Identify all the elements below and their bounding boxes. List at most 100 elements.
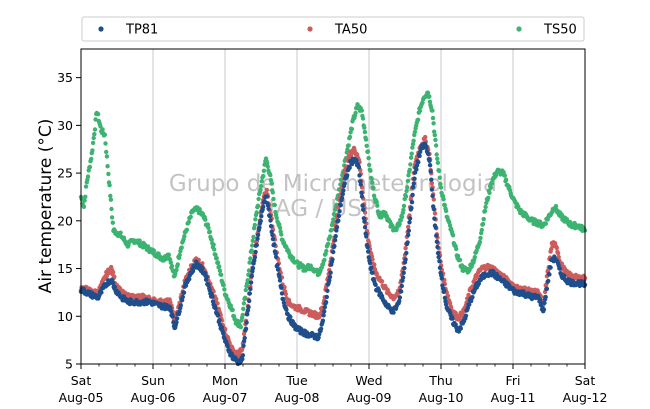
data-point	[332, 243, 337, 249]
data-point	[95, 111, 101, 117]
data-point	[411, 185, 416, 190]
data-point	[252, 222, 257, 228]
y-axis-label: Air temperature (°C)	[36, 119, 56, 294]
data-point	[250, 243, 255, 248]
data-point	[102, 132, 108, 137]
data-point	[375, 203, 380, 208]
data-point	[432, 132, 437, 138]
data-point	[481, 216, 486, 222]
data-point	[241, 301, 247, 306]
data-point	[203, 217, 208, 222]
data-point	[249, 248, 254, 253]
data-point	[349, 126, 355, 132]
data-point	[261, 173, 266, 179]
data-point	[255, 232, 261, 238]
data-point	[103, 141, 108, 146]
data-point	[330, 257, 335, 262]
data-point	[359, 190, 364, 195]
data-point	[245, 312, 250, 317]
data-point	[373, 282, 378, 287]
data-point	[83, 194, 88, 199]
data-point	[90, 148, 95, 153]
data-point	[434, 233, 439, 238]
data-point	[372, 262, 377, 267]
data-point	[411, 138, 416, 143]
data-point	[272, 242, 277, 247]
data-point	[554, 245, 559, 251]
data-point	[331, 249, 336, 255]
data-point	[567, 219, 573, 225]
data-point	[107, 183, 112, 188]
data-point	[219, 325, 225, 330]
data-point	[364, 143, 369, 148]
legend-label-ts50: TS50	[543, 23, 577, 38]
data-point	[100, 127, 105, 132]
x-axis: Sat Aug-05 Sun Aug-06 Mon Aug-07 Tue Aug-08 Wed A…	[59, 364, 608, 405]
data-point	[110, 270, 116, 275]
data-point	[483, 204, 488, 210]
data-point	[253, 249, 258, 255]
data-point	[256, 196, 261, 202]
data-point	[252, 255, 258, 260]
data-point	[405, 185, 410, 190]
data-point	[274, 254, 279, 260]
data-point	[209, 237, 214, 242]
data-point	[435, 156, 440, 161]
data-point	[112, 284, 118, 290]
data-point	[273, 251, 278, 256]
data-point	[83, 184, 89, 189]
data-point	[170, 314, 175, 319]
data-point	[363, 137, 369, 142]
data-point	[250, 238, 255, 243]
data-point	[328, 270, 333, 275]
data-point	[254, 210, 259, 215]
data-point	[412, 129, 418, 135]
data-point	[438, 181, 443, 187]
data-point	[261, 204, 266, 209]
data-point	[283, 291, 288, 297]
data-point	[366, 155, 371, 161]
data-point	[221, 331, 226, 336]
data-point	[423, 134, 428, 140]
data-point	[169, 263, 175, 269]
data-point	[338, 203, 343, 208]
data-point	[277, 274, 282, 279]
x-tick-label-date: Aug-11	[491, 390, 536, 405]
data-point	[89, 156, 94, 162]
data-point	[547, 272, 552, 277]
x-tick-label-day: Sun	[141, 373, 165, 388]
data-point	[447, 223, 453, 228]
data-point	[333, 234, 338, 239]
data-point	[337, 209, 342, 214]
y-axis: 5 10 15 20 25 30 35	[57, 70, 81, 372]
data-point	[408, 162, 413, 167]
data-point	[245, 278, 250, 283]
data-point	[179, 245, 184, 250]
data-point	[357, 173, 362, 178]
data-point	[277, 225, 283, 230]
data-point	[407, 216, 413, 221]
data-point	[478, 235, 483, 241]
data-point	[414, 167, 419, 172]
data-point	[322, 257, 327, 263]
data-point	[544, 286, 550, 291]
data-point	[215, 313, 221, 318]
data-point	[177, 309, 182, 314]
data-point	[329, 227, 334, 233]
data-point	[279, 232, 284, 237]
data-point	[415, 117, 421, 123]
x-tick-label-date: Aug-12	[563, 390, 608, 405]
data-point	[242, 335, 247, 341]
data-point	[166, 252, 171, 257]
x-tick-label-date: Aug-05	[59, 390, 104, 405]
data-point	[399, 283, 404, 289]
data-point	[450, 233, 456, 238]
data-point	[207, 229, 212, 234]
data-point	[397, 298, 402, 304]
data-point	[463, 313, 469, 318]
data-point	[158, 297, 163, 302]
data-point	[340, 191, 345, 197]
data-point	[437, 265, 443, 270]
data-point	[175, 262, 180, 267]
data-point	[429, 181, 435, 186]
